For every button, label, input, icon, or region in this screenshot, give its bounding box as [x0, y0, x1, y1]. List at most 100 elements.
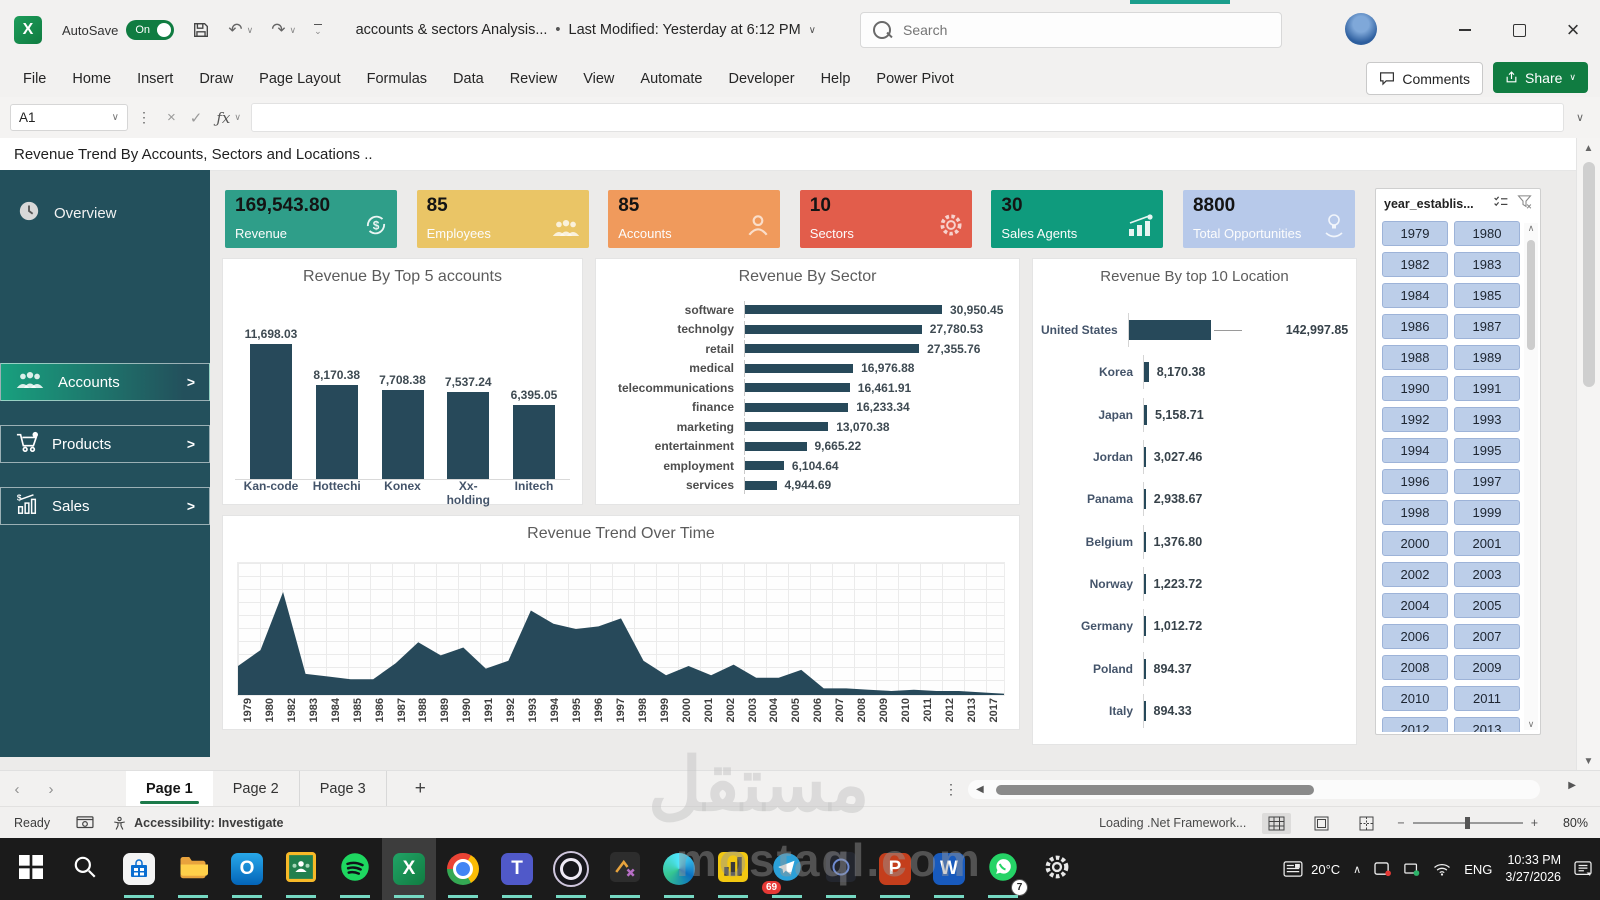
wifi-icon[interactable]: [1433, 862, 1451, 876]
normal-view-icon[interactable]: [1262, 812, 1292, 834]
document-title[interactable]: accounts & sectors Analysis...: [355, 22, 548, 38]
multi-select-icon[interactable]: [1493, 195, 1509, 214]
taskbar-icon-classroom[interactable]: [274, 838, 328, 900]
taskbar-icon-obs[interactable]: [544, 838, 598, 900]
cancel-icon[interactable]: ×: [167, 109, 176, 126]
last-modified-label[interactable]: Last Modified: Yesterday at 6:12 PM: [568, 22, 801, 38]
ribbon-tab-automate[interactable]: Automate: [640, 70, 703, 87]
clock[interactable]: 10:33 PM 3/27/2026: [1505, 852, 1561, 887]
taskbar-icon-dev-app[interactable]: [598, 838, 652, 900]
share-button[interactable]: Share: [1493, 62, 1588, 93]
user-avatar[interactable]: [1345, 13, 1377, 45]
undo-button[interactable]: ↶: [228, 20, 253, 40]
save-button[interactable]: [192, 21, 210, 39]
taskbar-icon-settings[interactable]: [1030, 838, 1084, 900]
year-button-1982[interactable]: 1982: [1382, 252, 1448, 277]
zoom-in-icon[interactable]: +: [1530, 816, 1538, 830]
autosave-toggle[interactable]: On: [126, 20, 175, 40]
accessibility-status[interactable]: Accessibility: Investigate: [112, 816, 284, 831]
year-button-1980[interactable]: 1980: [1454, 221, 1520, 246]
slicer-scroll-thumb[interactable]: [1527, 240, 1535, 350]
horizontal-scrollbar[interactable]: [968, 780, 1540, 799]
slicer-scrollbar[interactable]: [1524, 223, 1538, 730]
excel-app-icon[interactable]: X: [14, 16, 42, 44]
slicer-scroll-up-icon[interactable]: [1528, 223, 1535, 234]
enter-icon[interactable]: ✓: [189, 109, 203, 127]
taskbar-icon-chrome[interactable]: [436, 838, 490, 900]
year-button-1995[interactable]: 1995: [1454, 438, 1520, 463]
year-button-2011[interactable]: 2011: [1454, 686, 1520, 711]
sidebar-item-accounts[interactable]: Accounts >: [0, 363, 210, 401]
next-sheet-icon[interactable]: ›: [48, 780, 54, 798]
year-button-1983[interactable]: 1983: [1454, 252, 1520, 277]
year-button-2002[interactable]: 2002: [1382, 562, 1448, 587]
formula-bar-expand-icon[interactable]: [1576, 111, 1584, 124]
taskbar-icon-search[interactable]: [58, 838, 112, 900]
redo-button[interactable]: ↷: [271, 20, 296, 40]
previous-sheet-icon[interactable]: ‹: [14, 780, 20, 798]
year-button-1992[interactable]: 1992: [1382, 407, 1448, 432]
ribbon-tab-draw[interactable]: Draw: [199, 70, 234, 87]
restore-button[interactable]: [1492, 0, 1546, 60]
horizontal-scroll-thumb[interactable]: [995, 784, 1314, 795]
autosave-control[interactable]: AutoSave On: [62, 20, 175, 40]
scroll-right-icon[interactable]: [1568, 780, 1576, 791]
year-button-2013[interactable]: 2013: [1454, 717, 1520, 732]
year-button-2003[interactable]: 2003: [1454, 562, 1520, 587]
fx-dropdown-icon[interactable]: [234, 112, 241, 123]
formula-input[interactable]: [250, 103, 1564, 132]
year-button-2007[interactable]: 2007: [1454, 624, 1520, 649]
search-bar[interactable]: [860, 12, 1282, 48]
scroll-left-icon[interactable]: [976, 784, 984, 795]
name-box-dropdown-icon[interactable]: [112, 112, 119, 123]
taskbar-icon-outlook[interactable]: O: [220, 838, 274, 900]
taskbar-icon-spotify[interactable]: [328, 838, 382, 900]
sidebar-item-sales[interactable]: $ Sales >: [0, 487, 210, 525]
zoom-control[interactable]: − +: [1397, 816, 1538, 830]
comments-button[interactable]: Comments: [1366, 62, 1484, 95]
year-button-1979[interactable]: 1979: [1382, 221, 1448, 246]
title-dropdown-icon[interactable]: [809, 25, 816, 36]
year-button-1997[interactable]: 1997: [1454, 469, 1520, 494]
page-break-view-icon[interactable]: [1352, 813, 1381, 834]
sheet-tab-page-2[interactable]: Page 2: [213, 771, 300, 807]
ribbon-tab-developer[interactable]: Developer: [728, 70, 795, 87]
year-button-2009[interactable]: 2009: [1454, 655, 1520, 680]
sidebar-item-overview[interactable]: Overview: [18, 200, 117, 226]
year-button-1996[interactable]: 1996: [1382, 469, 1448, 494]
year-button-1989[interactable]: 1989: [1454, 345, 1520, 370]
ribbon-tab-formulas[interactable]: Formulas: [366, 70, 428, 87]
tab-options-icon[interactable]: [944, 781, 958, 798]
close-button[interactable]: [1546, 0, 1600, 60]
vertical-scroll-thumb[interactable]: [1582, 162, 1595, 387]
clear-filter-icon[interactable]: [1517, 194, 1532, 214]
weather-widget[interactable]: 20°C: [1283, 861, 1340, 877]
sheet-tab-page-3[interactable]: Page 3: [300, 771, 387, 807]
taskbar-icon-file-explorer[interactable]: [166, 838, 220, 900]
ribbon-tab-file[interactable]: File: [23, 70, 47, 87]
minimize-button[interactable]: [1438, 0, 1492, 60]
zoom-out-icon[interactable]: −: [1397, 816, 1405, 830]
year-button-2001[interactable]: 2001: [1454, 531, 1520, 556]
year-button-2006[interactable]: 2006: [1382, 624, 1448, 649]
insert-function-icon[interactable]: ƒx: [216, 108, 231, 127]
taskbar-icon-whatsapp[interactable]: 7: [976, 838, 1030, 900]
add-sheet-button[interactable]: +: [414, 778, 426, 799]
page-layout-view-icon[interactable]: [1307, 813, 1336, 834]
taskbar-icon-powerpoint[interactable]: P: [868, 838, 922, 900]
taskbar-icon-telegram[interactable]: 69: [760, 838, 814, 900]
year-button-1994[interactable]: 1994: [1382, 438, 1448, 463]
sidebar-item-products[interactable]: Products >: [0, 425, 210, 463]
year-button-1991[interactable]: 1991: [1454, 376, 1520, 401]
ribbon-tab-insert[interactable]: Insert: [137, 70, 174, 87]
year-button-2010[interactable]: 2010: [1382, 686, 1448, 711]
taskbar-icon-word[interactable]: W: [922, 838, 976, 900]
zoom-slider[interactable]: [1412, 817, 1523, 829]
taskbar-icon-teams[interactable]: T: [490, 838, 544, 900]
taskbar-icon-excel[interactable]: X: [382, 838, 436, 900]
quick-access-toolbar-toggle[interactable]: ⌄: [314, 23, 322, 36]
zoom-level[interactable]: 80%: [1562, 816, 1588, 830]
sheet-tab-page-1[interactable]: Page 1: [126, 771, 213, 807]
notification-center-icon[interactable]: [1574, 861, 1592, 877]
scroll-down-icon[interactable]: [1584, 756, 1594, 767]
